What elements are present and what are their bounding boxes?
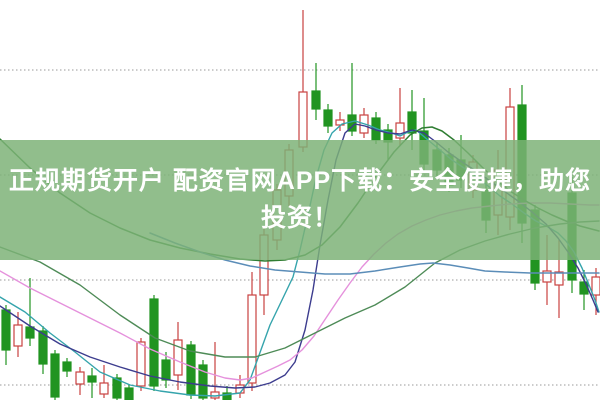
candle-up bbox=[210, 342, 220, 400]
candle-down bbox=[25, 278, 35, 346]
ad-banner-text-line2: 投资！ bbox=[260, 204, 339, 232]
candle-up bbox=[247, 272, 257, 391]
candle-up bbox=[99, 365, 109, 398]
candle-down bbox=[161, 352, 171, 388]
candle-down bbox=[222, 386, 232, 400]
candle-up bbox=[136, 338, 146, 391]
candle-down bbox=[323, 104, 333, 133]
candle-down bbox=[87, 368, 97, 398]
candle-down bbox=[579, 270, 589, 310]
candle-down bbox=[149, 295, 159, 391]
candle-down bbox=[112, 374, 122, 400]
candle-up bbox=[75, 367, 85, 395]
candle-up bbox=[13, 312, 23, 357]
candle-down bbox=[311, 63, 321, 120]
candle-down bbox=[50, 350, 60, 400]
ma-steel-blue bbox=[149, 232, 600, 275]
ad-banner-text-line1: 正规期货开户 配资官网APP下载：安全便捷，助您 bbox=[8, 167, 592, 195]
candle-down bbox=[1, 305, 11, 365]
candle-down bbox=[124, 384, 134, 400]
candle-up bbox=[235, 375, 245, 398]
ad-banner[interactable]: 正规期货开户 配资官网APP下载：安全便捷，助您 投资！ bbox=[0, 140, 600, 260]
candle-down bbox=[198, 360, 208, 400]
candle-up bbox=[173, 322, 183, 390]
candle-up bbox=[298, 10, 308, 152]
candle-down bbox=[62, 358, 72, 377]
